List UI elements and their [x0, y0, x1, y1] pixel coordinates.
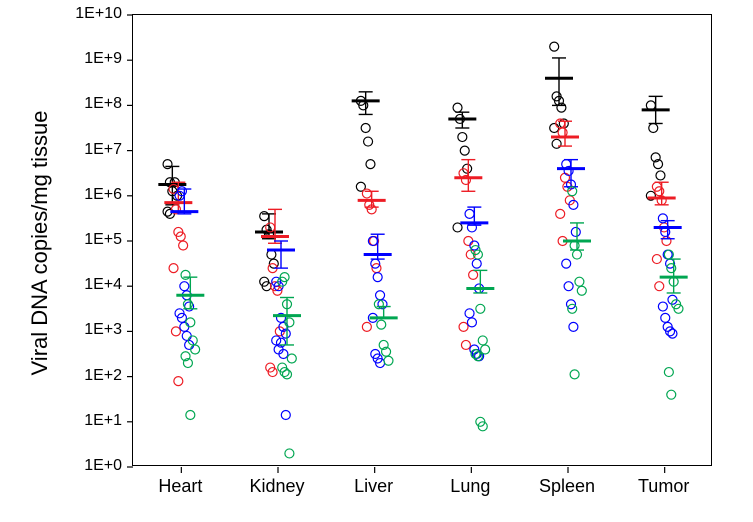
y-tick-label: 1E+2 [84, 367, 122, 385]
chart-container: Viral DNA copies/mg tissue 1E+0 1E+1 1E+2 1… [0, 0, 753, 522]
y-axis-label: Viral DNA copies/mg tissue [27, 93, 53, 393]
x-tick-label: Liver [354, 476, 393, 497]
x-tick-label: Heart [158, 476, 202, 497]
y-tick-label: 1E+8 [84, 95, 122, 113]
y-tick-label: 1E+4 [84, 276, 122, 294]
x-tick-label: Spleen [539, 476, 595, 497]
y-tick-label: 1E+6 [84, 186, 122, 204]
y-tick-label: 1E+5 [84, 231, 122, 249]
x-tick-label: Lung [450, 476, 490, 497]
y-tick-label: 1E+7 [84, 141, 122, 159]
y-tick-label: 1E+0 [84, 457, 122, 475]
y-tick-label: 1E+9 [84, 50, 122, 68]
plot-svg [133, 15, 713, 467]
y-tick-label: 1E+3 [84, 321, 122, 339]
x-tick-label: Kidney [249, 476, 304, 497]
y-tick-label: 1E+10 [75, 5, 122, 23]
x-tick-label: Tumor [638, 476, 689, 497]
y-tick-label: 1E+1 [84, 412, 122, 430]
plot-area [132, 14, 712, 466]
